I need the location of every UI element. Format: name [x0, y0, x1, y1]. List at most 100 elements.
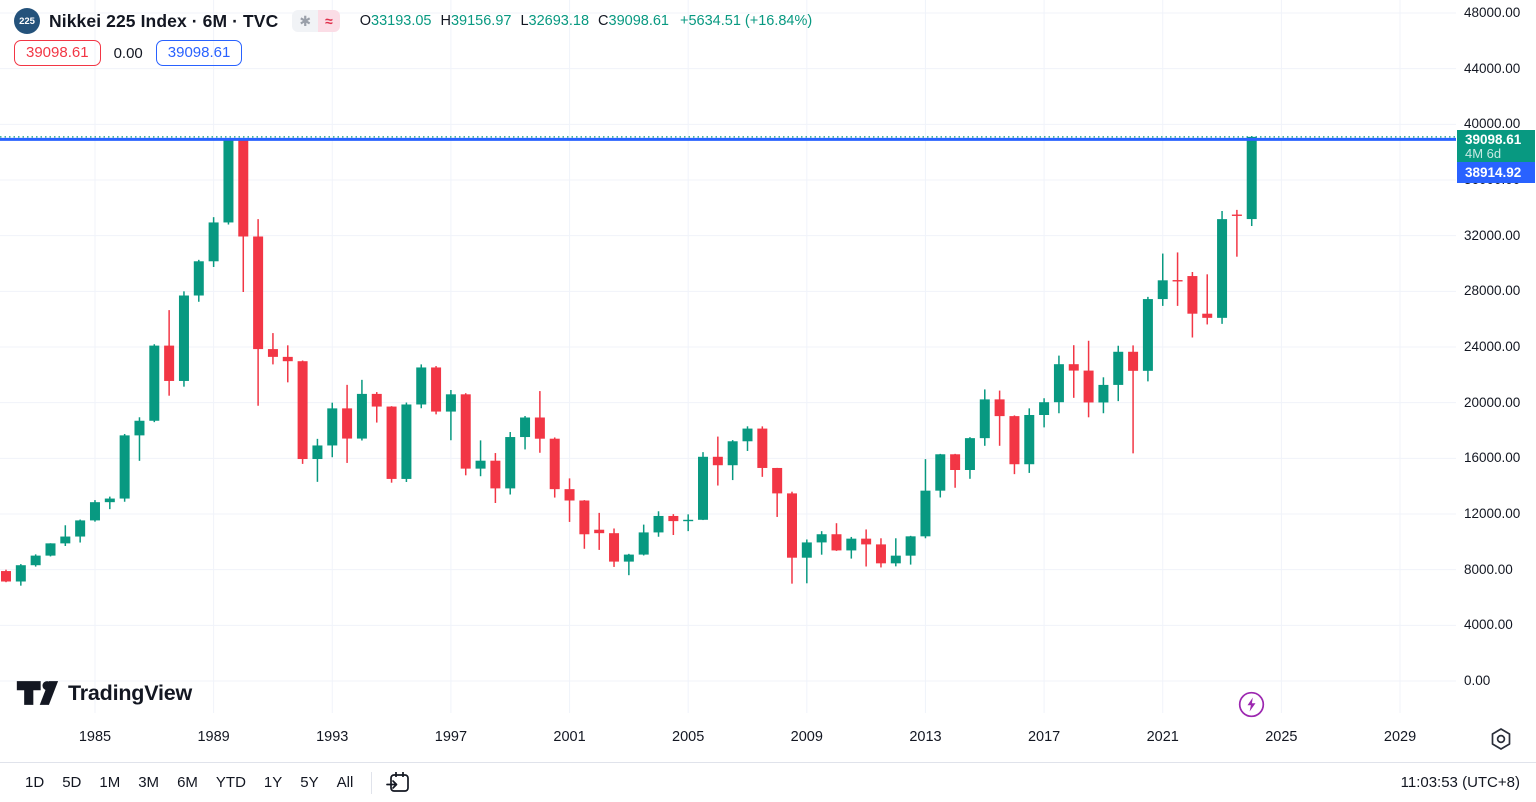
- hline-price-tag: 38914.92: [1457, 161, 1535, 183]
- candle-body: [505, 437, 516, 489]
- candle-body: [342, 408, 353, 439]
- price-axis-label: 44000.00: [1464, 60, 1521, 76]
- price-axis-label: 24000.00: [1464, 339, 1521, 354]
- candle-body: [431, 367, 442, 412]
- candle-body: [757, 428, 768, 468]
- symbol-logo-badge: 225: [14, 8, 40, 34]
- candle-body: [134, 420, 145, 436]
- symbol-title: Nikkei 225 Index · 6M · TVC: [49, 10, 279, 31]
- candle-body: [193, 261, 204, 296]
- symbol-header: 225 Nikkei 225 Index · 6M · TVC ✱ ≈ O331…: [14, 7, 812, 35]
- price-axis-label: 0.00: [1464, 673, 1491, 688]
- candle-body: [282, 356, 293, 362]
- candle-body: [1, 571, 11, 582]
- candle-body: [964, 438, 975, 470]
- candle-body: [1039, 402, 1050, 415]
- range-button-5d[interactable]: 5D: [53, 770, 90, 795]
- buy-price-button[interactable]: 39098.61: [155, 40, 243, 66]
- bar-countdown: 4M 6d: [1465, 145, 1502, 161]
- candle-body: [1202, 313, 1213, 318]
- candle-body: [15, 565, 26, 582]
- range-button-all[interactable]: All: [328, 770, 363, 795]
- candle-body: [149, 345, 160, 421]
- range-button-6m[interactable]: 6M: [168, 770, 207, 795]
- candle-body: [668, 515, 679, 522]
- candle-body: [683, 519, 694, 522]
- gridlines: [0, 0, 1456, 713]
- candles: [1, 136, 1257, 586]
- candle-body: [520, 417, 531, 438]
- calendar-icon: [386, 772, 410, 792]
- last-price-value: 39098.61: [1465, 131, 1522, 147]
- candle-body: [253, 236, 264, 350]
- candle-body: [327, 408, 338, 446]
- candle-body: [727, 441, 738, 466]
- toolbar-divider: [371, 771, 373, 794]
- price-axis-label: 28000.00: [1464, 283, 1521, 299]
- price-axis[interactable]: 39098.61 4M 6d 38914.92 0.00 4000.00 8000.…: [1456, 0, 1536, 762]
- candle-body: [75, 520, 86, 537]
- candle-body: [579, 500, 590, 535]
- price-axis-label: 12000.00: [1464, 506, 1521, 521]
- price-axis-label: 48000.00: [1464, 5, 1521, 20]
- candle-body: [950, 454, 961, 470]
- delayed-data-icon[interactable]: ✱: [292, 10, 319, 32]
- candle-body: [920, 490, 931, 537]
- price-axis-label: 32000.00: [1464, 227, 1521, 243]
- candle-body: [1142, 299, 1153, 371]
- candle-body: [1024, 414, 1035, 465]
- ohlc-item: L32693.18: [520, 13, 590, 29]
- candle-body: [297, 361, 308, 460]
- data-mode-flags[interactable]: ✱ ≈: [292, 10, 340, 32]
- candle-body: [594, 529, 605, 534]
- tradingview-logo[interactable]: TradingView: [15, 679, 192, 707]
- approx-data-icon[interactable]: ≈: [318, 10, 340, 32]
- candle-body: [89, 502, 100, 521]
- ohlc-item: O33193.05: [359, 13, 432, 29]
- change-readout: +5634.51 (+16.84%): [680, 13, 813, 29]
- candle-body: [1009, 416, 1020, 465]
- candle-body: [534, 417, 545, 439]
- candle-body: [1172, 280, 1183, 282]
- price-axis-label: 8000.00: [1464, 561, 1513, 577]
- candle-body: [238, 139, 249, 237]
- sell-price-button[interactable]: 39098.61: [14, 40, 101, 66]
- candle-body: [1157, 280, 1168, 300]
- candle-body: [549, 438, 560, 490]
- candle-body: [1113, 351, 1124, 385]
- candle-body: [1083, 370, 1094, 403]
- candle-body: [698, 456, 709, 520]
- candle-body: [386, 406, 397, 479]
- range-button-1m[interactable]: 1M: [90, 770, 129, 795]
- candle-body: [816, 534, 827, 543]
- candle-body: [861, 538, 872, 545]
- market-status-icon[interactable]: [1238, 691, 1265, 718]
- candle-body: [1098, 384, 1109, 403]
- price-axis-label: 40000.00: [1464, 116, 1521, 132]
- chart-settings-icon[interactable]: [1489, 727, 1513, 751]
- candle-body: [178, 295, 189, 381]
- candle-body: [609, 533, 620, 562]
- range-button-5y[interactable]: 5Y: [291, 770, 327, 795]
- clock: 11:03:53 (UTC+8): [1400, 774, 1520, 791]
- candle-body: [875, 544, 886, 564]
- range-button-ytd[interactable]: YTD: [207, 770, 255, 795]
- range-button-1y[interactable]: 1Y: [255, 770, 291, 795]
- candle-body: [356, 393, 367, 439]
- candle-body: [564, 489, 575, 501]
- candle-body: [890, 555, 901, 564]
- quote-row: 39098.61 0.00 39098.61: [14, 40, 243, 66]
- tradingview-logo-text: TradingView: [68, 680, 193, 705]
- last-price-tag: 39098.61 4M 6d: [1457, 129, 1535, 164]
- candle-body: [1053, 364, 1064, 403]
- candle-body: [60, 536, 71, 544]
- range-button-1d[interactable]: 1D: [16, 770, 53, 795]
- chart-canvas[interactable]: [0, 0, 1456, 762]
- candle-body: [208, 222, 219, 262]
- candle-body: [312, 445, 323, 460]
- price-axis-label: 16000.00: [1464, 450, 1521, 466]
- range-button-3m[interactable]: 3M: [129, 770, 168, 795]
- ohlc-item: H39156.97: [440, 13, 512, 29]
- price-axis-label: 20000.00: [1464, 394, 1521, 410]
- go-to-date-button[interactable]: [381, 767, 416, 798]
